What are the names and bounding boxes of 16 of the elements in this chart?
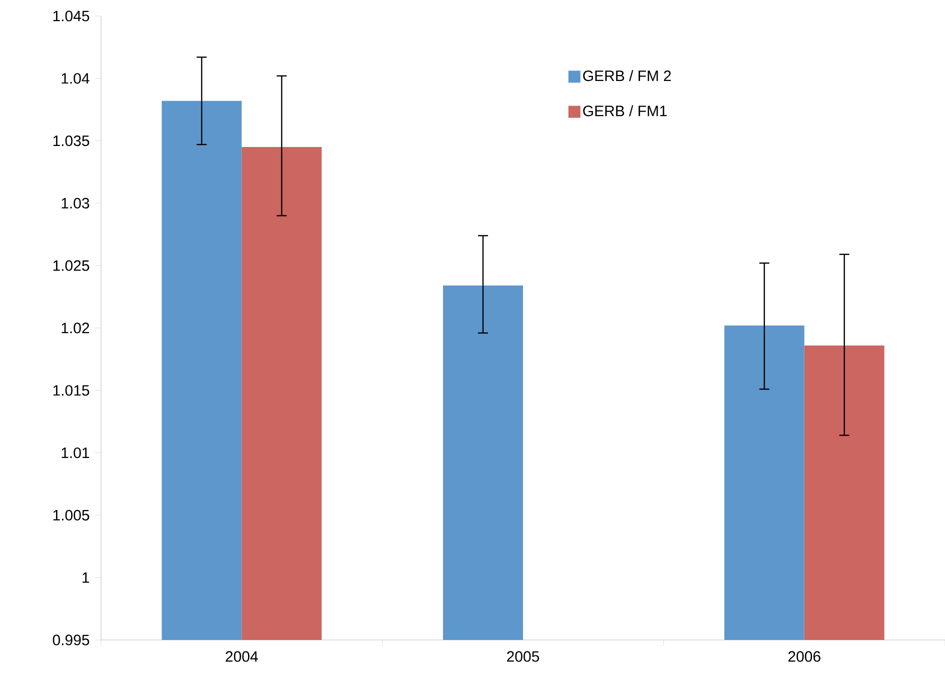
y-tick-label: 1.02 bbox=[62, 322, 90, 334]
legend-label: GERB / FM 2 bbox=[583, 70, 671, 82]
y-tick-label: 1.045 bbox=[53, 10, 90, 22]
x-tick-label: 2004 bbox=[226, 651, 258, 662]
y-tick-label: 1.01 bbox=[62, 447, 90, 458]
y-tick-label: 1.03 bbox=[62, 198, 90, 208]
y-tick-label: 1 bbox=[82, 572, 90, 583]
y-tick-label: 1.025 bbox=[53, 260, 90, 271]
y-tick-label: 1.005 bbox=[53, 510, 90, 520]
y-tick-label: 0.995 bbox=[52, 634, 90, 646]
y-tick-label: 1.015 bbox=[53, 385, 90, 396]
x-tick-label: 2005 bbox=[507, 651, 540, 662]
x-tick-label: 2006 bbox=[788, 651, 820, 662]
legend-label: GERB / FM1 bbox=[583, 105, 667, 116]
y-tick-label: 1.035 bbox=[53, 135, 90, 146]
y-tick-label: 1.04 bbox=[62, 73, 90, 84]
